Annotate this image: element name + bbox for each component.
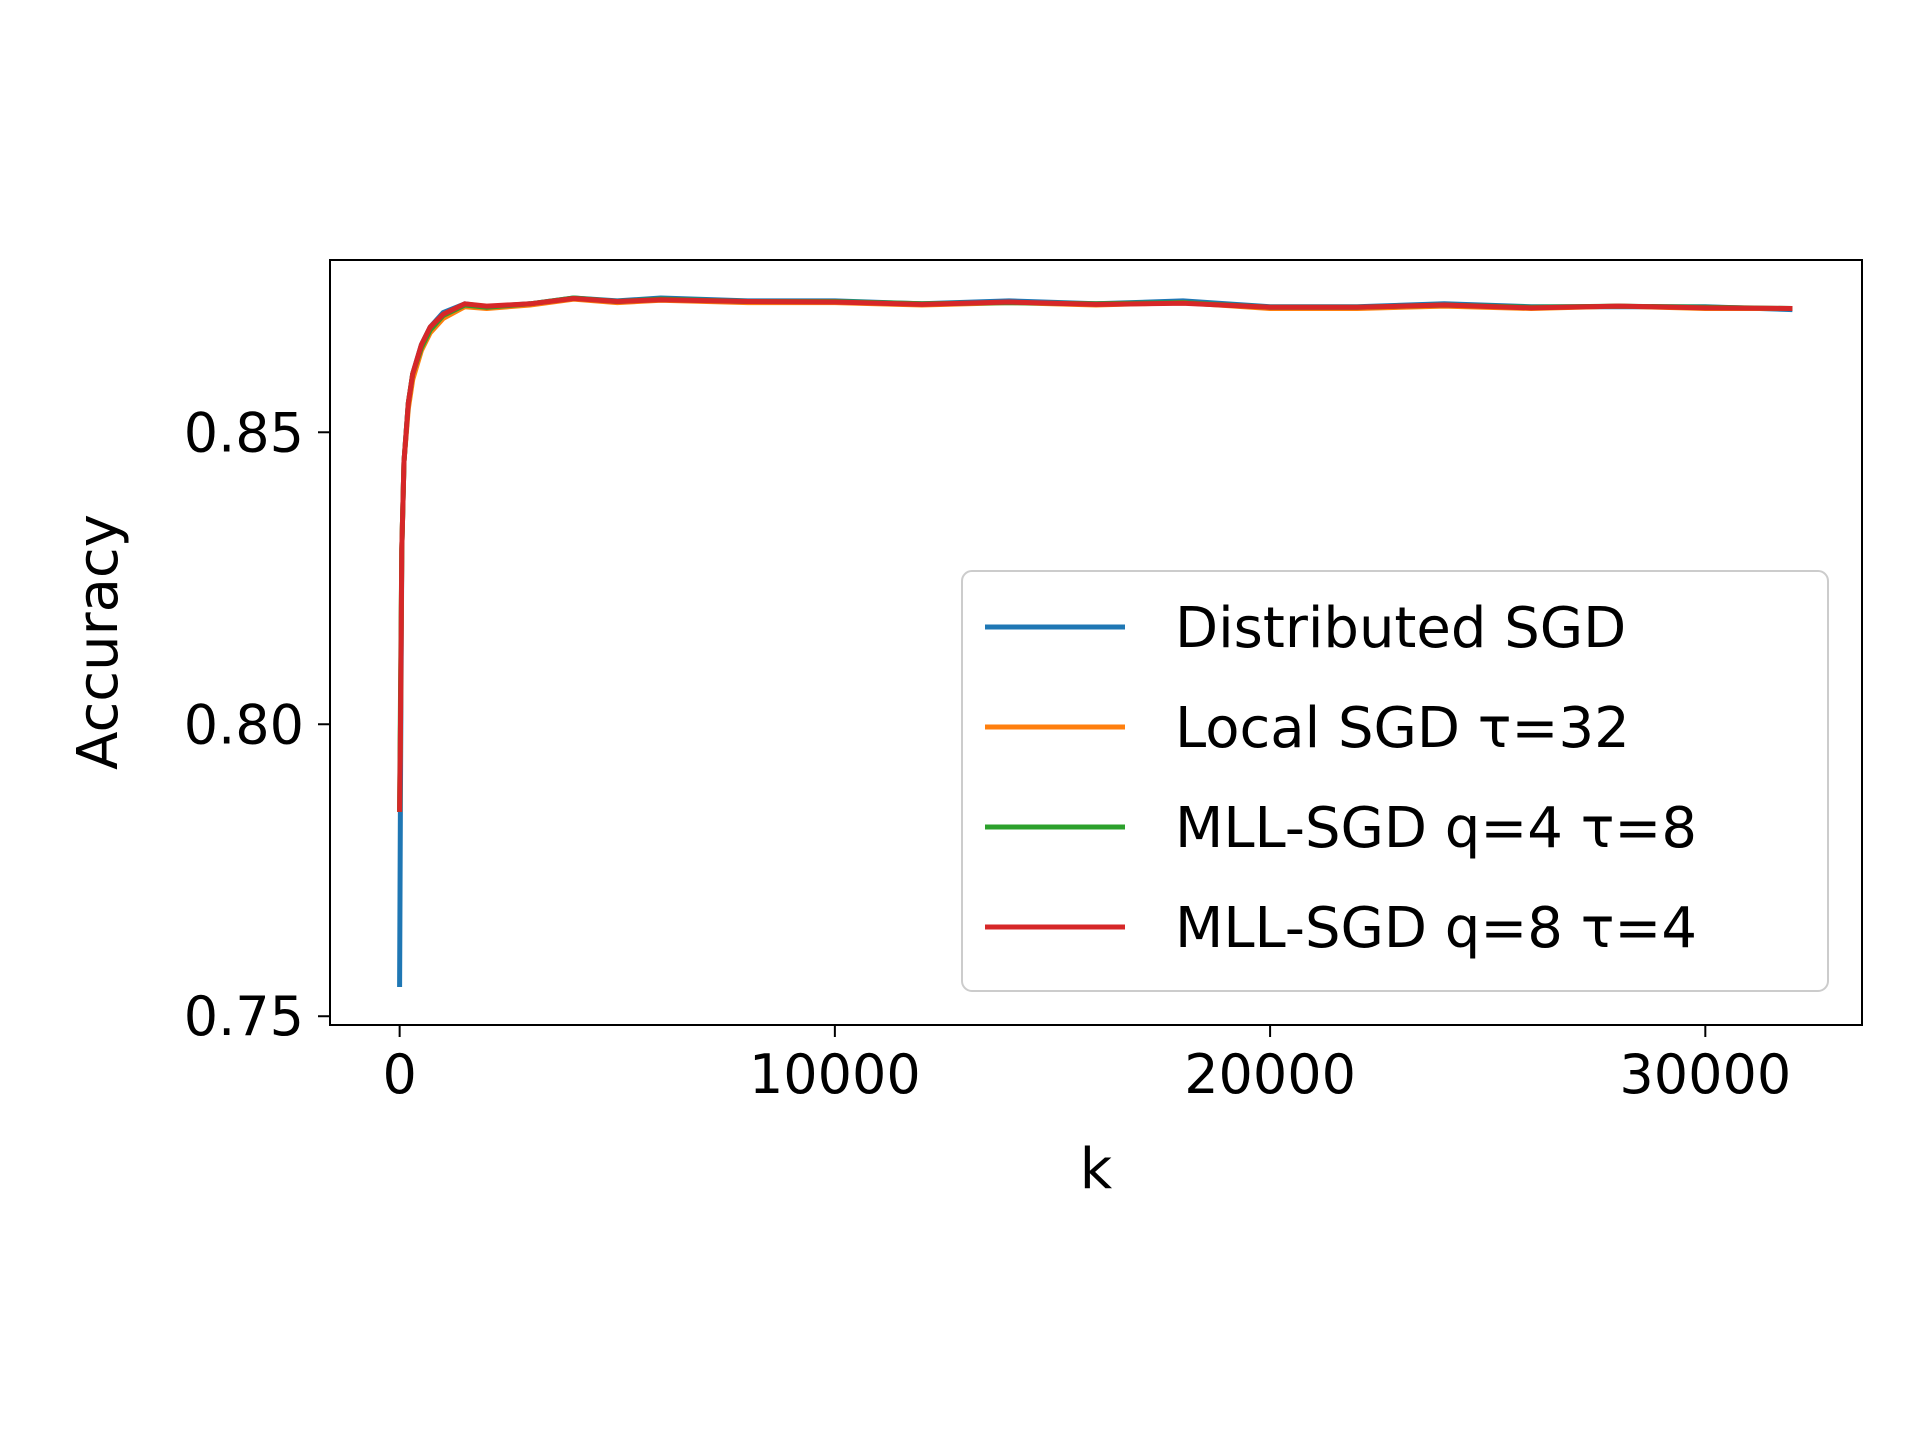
x-axis-label: k (1080, 1137, 1113, 1202)
y-axis-label: Accuracy (66, 514, 131, 770)
y-tick-label: 0.85 (184, 401, 304, 464)
y-tick-label: 0.80 (184, 693, 304, 756)
x-tick-label: 10000 (749, 1043, 921, 1106)
x-axis-ticks: 0 10000 20000 30000 (382, 1025, 1791, 1106)
legend-label: MLL-SGD q=4 τ=8 (1175, 796, 1697, 861)
y-tick-label: 0.75 (184, 985, 304, 1048)
series-layer (397, 295, 1793, 988)
legend-label: Distributed SGD (1175, 596, 1626, 661)
legend-box (961, 570, 1829, 992)
x-tick-label: 20000 (1184, 1043, 1356, 1106)
plot-frame (329, 259, 1863, 1026)
series-line-3 (397, 296, 1793, 812)
legend-label: MLL-SGD q=8 τ=4 (1175, 896, 1697, 961)
x-tick-label: 0 (382, 1043, 416, 1106)
y-axis-ticks: 0.75 0.80 0.85 (184, 401, 330, 1048)
x-tick-label: 30000 (1619, 1043, 1791, 1106)
legend-label: Local SGD τ=32 (1175, 696, 1630, 761)
legend: Distributed SGD Local SGD τ=32 MLL-SGD q=4… (961, 570, 1829, 992)
